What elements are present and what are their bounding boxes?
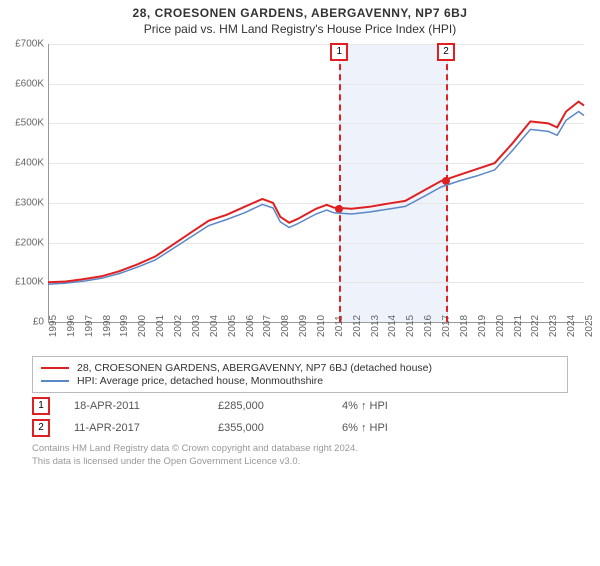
sale-event-row: 2 11-APR-2017 £355,000 6% ↑ HPI	[32, 419, 568, 437]
footer-line: Contains HM Land Registry data © Crown c…	[32, 443, 568, 456]
sale-number-badge: 2	[32, 419, 50, 437]
chart-legend: 28, CROESONEN GARDENS, ABERGAVENNY, NP7 …	[32, 356, 568, 393]
sale-date: 11-APR-2017	[74, 422, 194, 434]
series-property	[48, 102, 584, 283]
sale-vs-hpi: 6% ↑ HPI	[342, 422, 388, 434]
sale-date: 18-APR-2011	[74, 400, 194, 412]
legend-swatch-icon	[41, 380, 69, 382]
legend-item: HPI: Average price, detached house, Monm…	[41, 375, 559, 387]
sale-price: £285,000	[218, 400, 318, 412]
price-chart: £0£100K£200K£300K£400K£500K£600K£700K199…	[10, 40, 588, 350]
legend-swatch-icon	[41, 367, 69, 369]
sale-price: £355,000	[218, 422, 318, 434]
sale-number-badge: 1	[32, 397, 50, 415]
sale-events-list: 1 18-APR-2011 £285,000 4% ↑ HPI 2 11-APR-2017…	[32, 397, 568, 437]
series-lines	[10, 40, 588, 350]
legend-label: 28, CROESONEN GARDENS, ABERGAVENNY, NP7 …	[77, 362, 432, 374]
sale-event-row: 1 18-APR-2011 £285,000 4% ↑ HPI	[32, 397, 568, 415]
page-subtitle: Price paid vs. HM Land Registry's House …	[0, 22, 600, 36]
series-hpi	[48, 112, 584, 285]
license-footer: Contains HM Land Registry data © Crown c…	[32, 443, 568, 469]
footer-line: This data is licensed under the Open Gov…	[32, 456, 568, 469]
page-title: 28, CROESONEN GARDENS, ABERGAVENNY, NP7 …	[0, 6, 600, 20]
plot-area: £0£100K£200K£300K£400K£500K£600K£700K199…	[10, 40, 588, 350]
legend-item: 28, CROESONEN GARDENS, ABERGAVENNY, NP7 …	[41, 362, 559, 374]
sale-vs-hpi: 4% ↑ HPI	[342, 400, 388, 412]
legend-label: HPI: Average price, detached house, Monm…	[77, 375, 323, 387]
